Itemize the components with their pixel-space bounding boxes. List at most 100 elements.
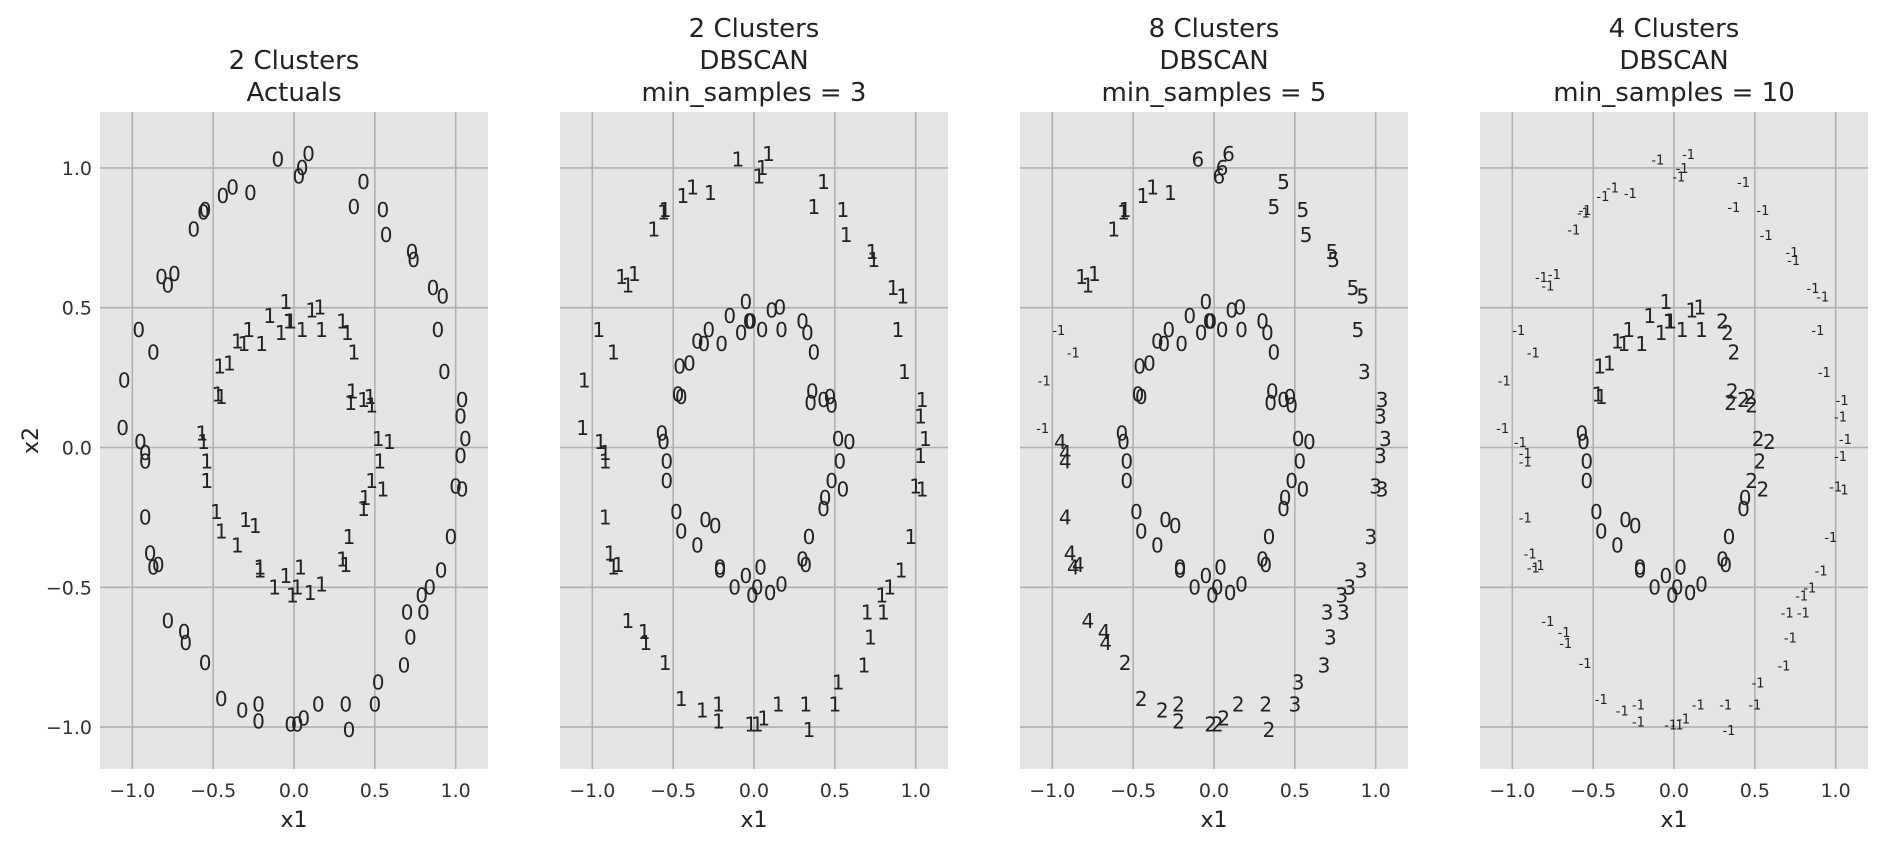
subplot-title-line: 2 Clusters bbox=[689, 14, 820, 44]
point-label: 0 bbox=[675, 385, 688, 409]
point-label: 0 bbox=[406, 240, 419, 264]
point-label: 0 bbox=[179, 631, 192, 655]
x-tick-label: −0.5 bbox=[650, 780, 696, 802]
point-label: 0 bbox=[1233, 296, 1246, 320]
point-label: 0 bbox=[1162, 318, 1175, 342]
point-label: -1 bbox=[1737, 176, 1750, 191]
point-label: 0 bbox=[139, 441, 152, 465]
point-label: 0 bbox=[454, 405, 467, 429]
x-tick-label: −0.5 bbox=[190, 780, 236, 802]
point-label: -1 bbox=[1797, 606, 1810, 621]
point-label: 1 bbox=[866, 240, 879, 264]
point-label: 2 bbox=[1156, 698, 1169, 722]
point-label: -1 bbox=[1760, 229, 1773, 244]
point-label: 5 bbox=[1347, 276, 1360, 300]
point-label: 0 bbox=[1135, 385, 1148, 409]
point-label: 2 bbox=[1721, 321, 1734, 345]
point-label: 1 bbox=[210, 500, 223, 524]
point-label: 1 bbox=[341, 321, 354, 345]
point-label: 1 bbox=[365, 469, 378, 493]
point-label: 0 bbox=[1225, 298, 1238, 322]
point-label: 1 bbox=[647, 217, 660, 241]
point-label: 1 bbox=[357, 497, 370, 521]
point-label: 1 bbox=[875, 584, 888, 608]
point-label: 1 bbox=[909, 475, 922, 499]
point-label: 1 bbox=[336, 310, 349, 334]
point-label: 0 bbox=[1684, 581, 1697, 605]
point-label: 1 bbox=[1635, 332, 1648, 356]
subplot-2: −1.0 −0.5 0.0 0.5 1.0 x1 2 ClustersDBSCANmin_s… bbox=[560, 14, 948, 833]
subplot-1: −1.0 −0.5 0.0 0.5 1.0 1.0 0.5 0.0 −0.5 −1.0 x1 x2 2 … bbox=[19, 46, 488, 833]
point-label: 1 bbox=[212, 382, 225, 406]
point-label: -1 bbox=[1816, 291, 1829, 306]
x-tick-label: −1.0 bbox=[1029, 780, 1075, 802]
point-label: 0 bbox=[1211, 575, 1224, 599]
point-label: 0 bbox=[252, 709, 265, 733]
point-label: 1 bbox=[1618, 332, 1631, 356]
point-markers: -1-1-1-1 -1-1-1-1-1-1-1-1-1-1-1-1-1-1-1-1… bbox=[1496, 148, 1852, 739]
point-label: 0 bbox=[438, 360, 451, 384]
point-label: 0 bbox=[1595, 519, 1608, 543]
point-label: 0 bbox=[817, 497, 830, 521]
point-label: 0 bbox=[754, 556, 767, 580]
point-label: 5 bbox=[1277, 170, 1290, 194]
point-label: 0 bbox=[252, 693, 265, 717]
point-label: 1 bbox=[1146, 175, 1159, 199]
point-label: -1 bbox=[1498, 374, 1511, 389]
point-label: -1 bbox=[1811, 324, 1824, 339]
point-label: 3 bbox=[1288, 693, 1301, 717]
point-label: 0 bbox=[775, 318, 788, 342]
point-label: 2 bbox=[1752, 427, 1765, 451]
point-label: 3 bbox=[1369, 475, 1382, 499]
point-label: 1 bbox=[1117, 201, 1130, 225]
point-label: 1 bbox=[704, 181, 717, 205]
point-label: -1 bbox=[1632, 699, 1645, 714]
point-label: 2 bbox=[1744, 385, 1757, 409]
point-label: 0 bbox=[1214, 556, 1227, 580]
point-label: -1 bbox=[1496, 422, 1509, 437]
point-label: 0 bbox=[1297, 477, 1310, 501]
point-label: 3 bbox=[1343, 575, 1356, 599]
point-label: 1 bbox=[305, 298, 318, 322]
point-label: 0 bbox=[1277, 388, 1290, 412]
point-label: 1 bbox=[1685, 298, 1698, 322]
point-label: 1 bbox=[914, 444, 927, 468]
point-label: 4 bbox=[1082, 609, 1095, 633]
point-label: 2 bbox=[1727, 340, 1740, 364]
y-tick-label: 1.0 bbox=[62, 158, 92, 180]
point-label: 1 bbox=[686, 175, 699, 199]
point-label: 0 bbox=[1723, 525, 1736, 549]
point-label: 0 bbox=[1577, 430, 1590, 454]
point-label: 0 bbox=[825, 469, 838, 493]
subplot-3: −1.0 −0.5 0.0 0.5 1.0 x1 8 ClustersDBSCANmin_s… bbox=[1020, 14, 1408, 833]
point-label: -1 bbox=[1606, 181, 1619, 196]
x-tick-label: 0.0 bbox=[739, 780, 769, 802]
point-label: 0 bbox=[347, 195, 360, 219]
point-label: 0 bbox=[147, 556, 160, 580]
point-label: 0 bbox=[296, 156, 309, 180]
point-label: 0 bbox=[660, 469, 673, 493]
point-label: 1 bbox=[383, 430, 396, 454]
point-label: -1 bbox=[1519, 447, 1532, 462]
point-label: 1 bbox=[817, 170, 830, 194]
point-label: 0 bbox=[691, 329, 704, 353]
x-axis-label: x1 bbox=[1660, 808, 1687, 833]
point-label: 1 bbox=[877, 600, 890, 624]
point-label: 0 bbox=[284, 712, 297, 736]
point-label: 1 bbox=[892, 318, 905, 342]
point-label: 0 bbox=[226, 175, 239, 199]
subplot-title-line: Actuals bbox=[247, 78, 342, 108]
point-label: 1 bbox=[200, 449, 213, 473]
point-label: 0 bbox=[415, 584, 428, 608]
point-label: 0 bbox=[824, 385, 837, 409]
point-label: 1 bbox=[832, 670, 845, 694]
point-label: 1 bbox=[254, 559, 267, 583]
point-label: 0 bbox=[714, 556, 727, 580]
point-label: 1 bbox=[639, 631, 652, 655]
point-label: 0 bbox=[670, 500, 683, 524]
point-label: 0 bbox=[1666, 584, 1679, 608]
y-tick-label: −1.0 bbox=[46, 717, 92, 739]
x-tick-label: 1.0 bbox=[1361, 780, 1391, 802]
x-tick-label: −1.0 bbox=[1489, 780, 1535, 802]
point-label: 0 bbox=[297, 707, 310, 731]
